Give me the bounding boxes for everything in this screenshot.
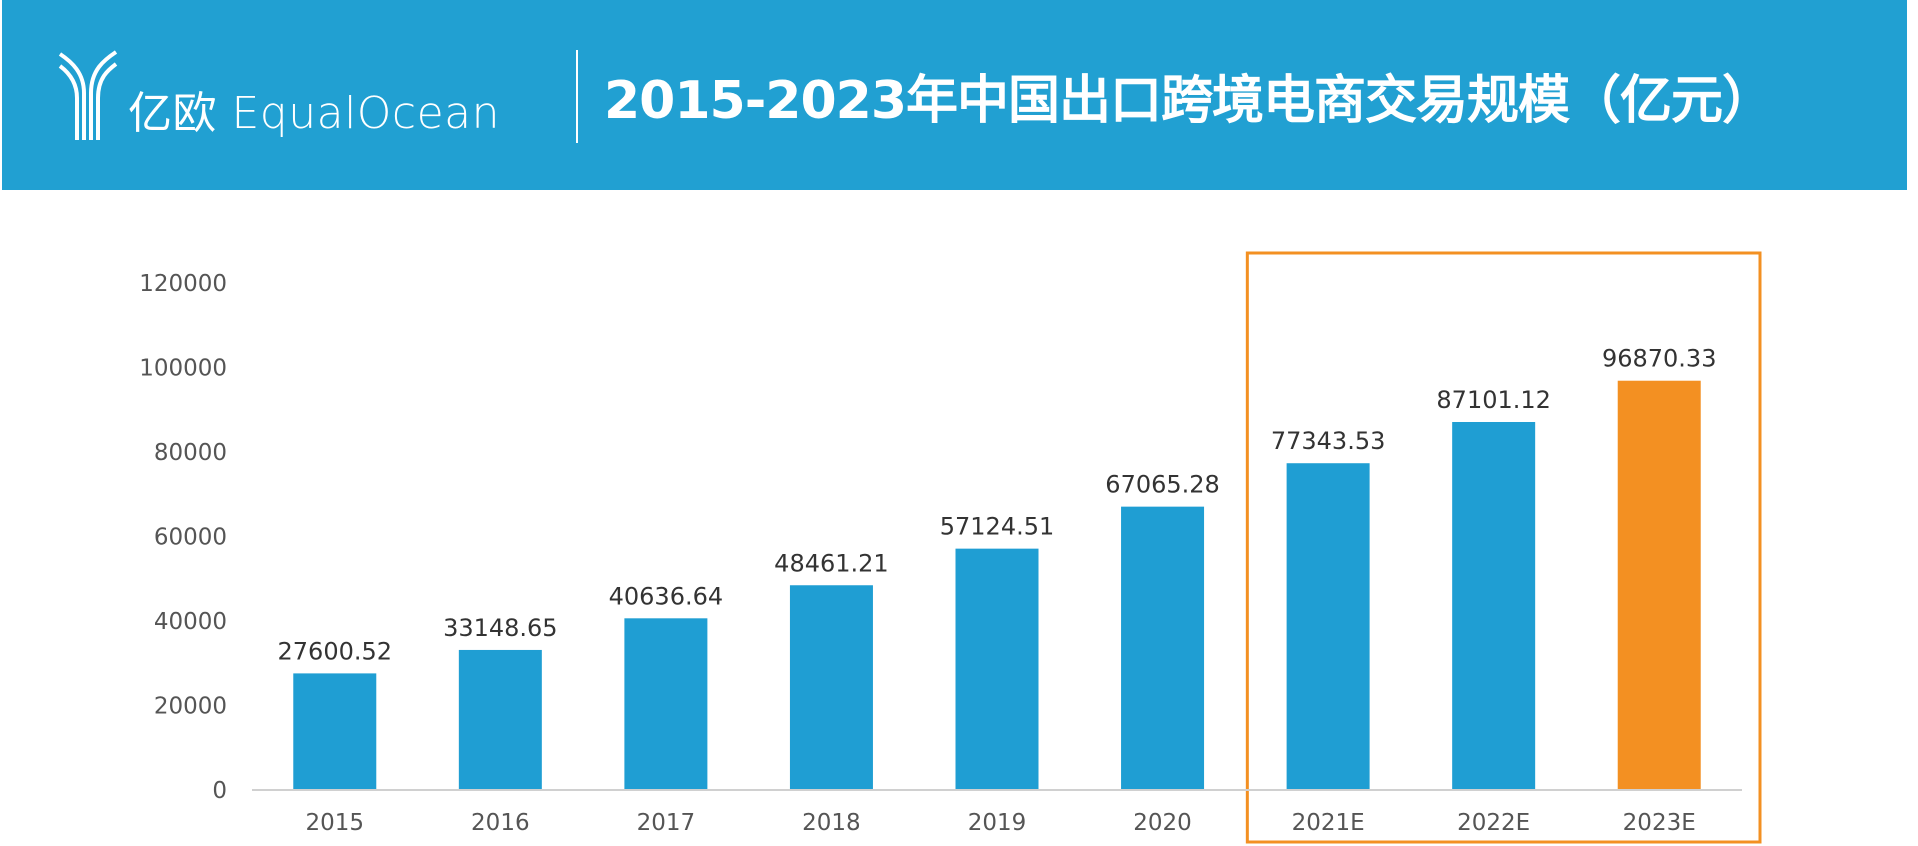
bar-2021E	[1286, 463, 1370, 790]
header-banner: 亿欧 EqualOcean 2015-2023年中国出口跨境电商交易规模（亿元）	[2, 0, 1907, 190]
data-label-2023E: 96870.33	[1602, 345, 1717, 373]
data-label-2019: 57124.51	[940, 513, 1055, 541]
data-label-2021E: 77343.53	[1271, 427, 1386, 455]
bar-2017	[624, 618, 708, 790]
equalocean-logo: 亿欧 EqualOcean	[58, 48, 500, 140]
y-tick-label: 120000	[139, 271, 227, 297]
x-tick-label: 2021E	[1292, 810, 1365, 836]
y-tick-label: 0	[212, 778, 227, 804]
bar-2022E	[1452, 421, 1536, 790]
y-tick-label: 20000	[154, 694, 227, 720]
bar-2019	[955, 548, 1039, 790]
bar-2015	[293, 673, 377, 790]
y-tick-label: 40000	[154, 609, 227, 635]
y-tick-label: 100000	[139, 356, 227, 382]
x-tick-label: 2019	[968, 810, 1027, 836]
logo-text: 亿欧 EqualOcean	[128, 88, 501, 139]
x-tick-label: 2020	[1133, 810, 1192, 836]
header-divider	[576, 50, 578, 143]
x-tick-label: 2023E	[1623, 810, 1696, 836]
data-label-2017: 40636.64	[609, 582, 724, 610]
bar-2023E	[1617, 380, 1701, 790]
bar-2016	[458, 649, 542, 790]
x-tick-label: 2022E	[1457, 810, 1530, 836]
x-tick-label: 2015	[306, 810, 365, 836]
forecast-highlight-box	[1245, 251, 1762, 844]
data-label-2015: 27600.52	[278, 637, 393, 665]
bar-2018	[789, 585, 873, 790]
bar-2020	[1121, 506, 1205, 790]
x-tick-label: 2018	[802, 810, 861, 836]
y-tick-label: 60000	[154, 525, 227, 551]
y-tick-label: 80000	[154, 440, 227, 466]
x-tick-label: 2016	[471, 810, 530, 836]
data-label-2020: 67065.28	[1105, 471, 1220, 499]
logo-mark-icon	[58, 50, 118, 140]
x-tick-label: 2017	[637, 810, 696, 836]
data-label-2022E: 87101.12	[1436, 386, 1551, 414]
data-label-2018: 48461.21	[774, 549, 889, 577]
page-title: 2015-2023年中国出口跨境电商交易规模（亿元）	[604, 71, 1774, 131]
data-label-2016: 33148.65	[443, 614, 558, 642]
